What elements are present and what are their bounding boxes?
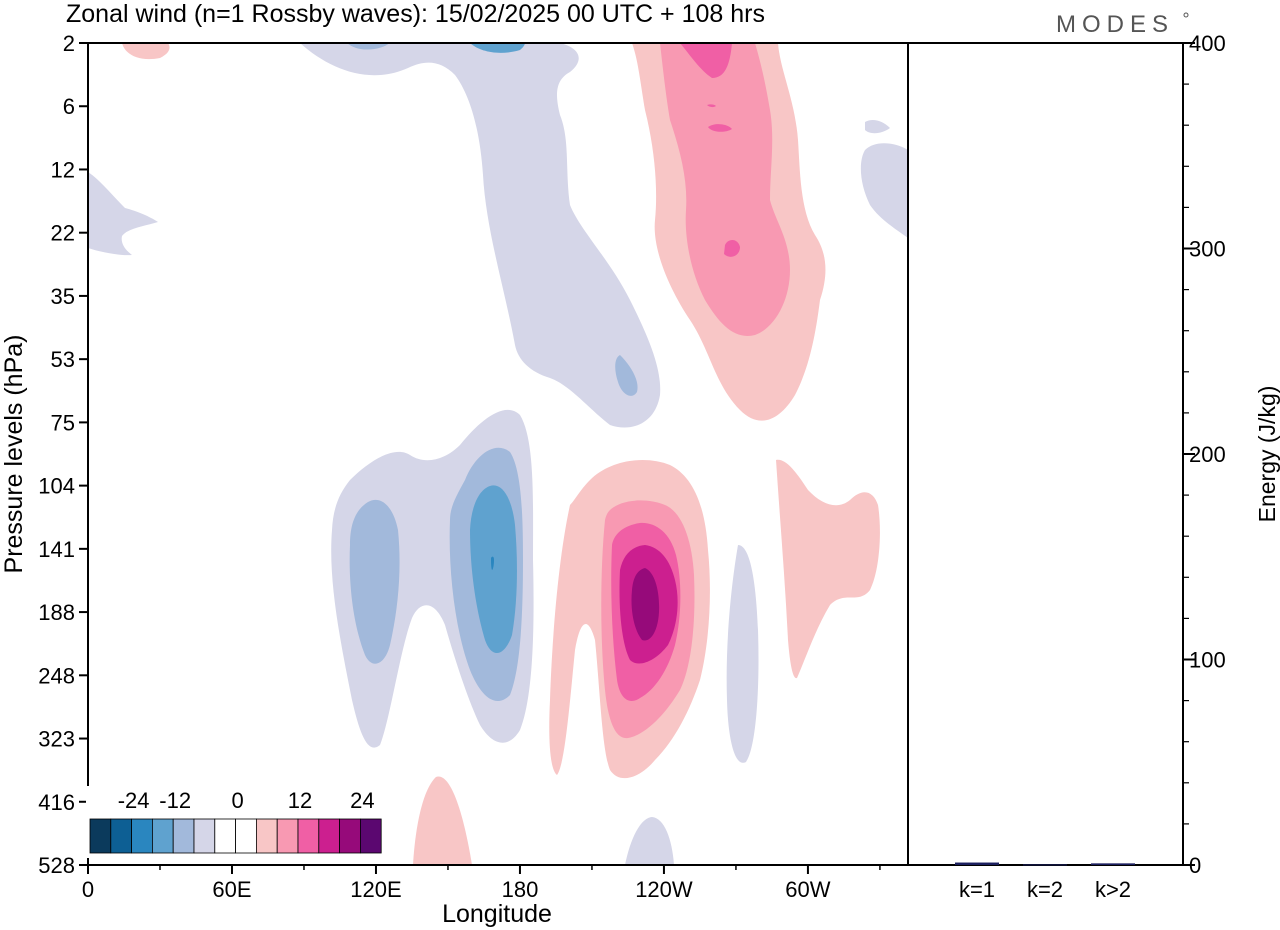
y-tick-label: 104	[38, 474, 75, 499]
colorbar-swatch	[89, 818, 112, 854]
colorbar-swatch	[214, 818, 237, 854]
contour-positive-upper-fleck3	[724, 239, 740, 257]
colorbar-swatch	[359, 818, 382, 854]
energy-bar	[1023, 864, 1067, 866]
x-axis-label: Longitude	[442, 900, 552, 928]
contour-negative-small-core	[615, 355, 638, 396]
contour-positive-upper-l3	[680, 43, 732, 78]
contour-positive-lower-l5	[631, 568, 660, 641]
y-tick-label: 248	[38, 663, 75, 688]
colorbar-label: 24	[350, 788, 374, 813]
x-tick-label: 60E	[212, 877, 251, 902]
colorbar-swatch	[151, 818, 174, 854]
x-tick-label: 120E	[350, 877, 401, 902]
colorbar-swatch	[131, 818, 153, 854]
energy-tick-label: 0	[1189, 853, 1201, 878]
energy-category-label: k>2	[1095, 877, 1131, 902]
energy-tick-label: 400	[1189, 31, 1226, 56]
contour-negative-right-edge	[860, 143, 908, 238]
colorbar-swatch	[172, 818, 195, 854]
energy-bar	[1091, 863, 1135, 865]
y-tick-label: 22	[51, 221, 75, 246]
contour-negative-lower-l3	[470, 485, 517, 654]
y-tick-label: 323	[38, 727, 75, 752]
energy-axis: 0 100 200 300 400	[1183, 31, 1226, 878]
y-tick-label: 416	[38, 790, 75, 815]
colorbar-label: 0	[231, 788, 243, 813]
colorbar-swatch	[276, 818, 299, 854]
energy-tick-label: 300	[1189, 237, 1226, 262]
contour-negative-bottom	[625, 817, 674, 865]
colorbar-label: -24	[118, 788, 150, 813]
y-tick-label: 53	[51, 347, 75, 372]
contour-negative-lower-l4	[491, 556, 494, 570]
y-axis-label: Pressure levels (hPa)	[0, 335, 28, 574]
y-tick-label: 12	[51, 157, 75, 182]
colorbar-label: 12	[288, 788, 312, 813]
brand-mark	[1183, 12, 1189, 18]
y-axis-ticks: 2 6 12 22 35 53 75 104 141 188 248 323 416 528	[38, 31, 88, 878]
colorbar-swatch	[235, 818, 257, 854]
contour-negative-upper-core	[470, 43, 525, 53]
y-tick-label: 188	[38, 600, 75, 625]
colorbar-label: -12	[159, 788, 191, 813]
contour-negative-left-edge	[88, 172, 158, 256]
energy-tick-label: 100	[1189, 648, 1226, 673]
brand-logo: MODES	[1056, 11, 1174, 38]
contour-positive-lower-east	[776, 459, 880, 679]
colorbar-swatch	[255, 818, 278, 854]
contour-positive-upper-fleck2	[707, 104, 716, 108]
contour-positive-top-left	[122, 43, 170, 60]
contour-negative-lower-sliver	[726, 545, 759, 763]
colorbar-swatch	[318, 818, 340, 854]
contour-negative-lower-l2-west	[349, 499, 400, 664]
colorbar-swatch	[193, 818, 216, 854]
contour-negative-upper-tail	[347, 43, 390, 50]
energy-bars: k=1 k=2 k>2	[955, 862, 1135, 902]
contour-positive-upper-l2	[660, 43, 790, 336]
y-tick-label: 2	[63, 31, 75, 56]
contour-negative-upper	[300, 43, 661, 428]
y-tick-label: 141	[38, 537, 75, 562]
energy-axis-label: Energy (J/kg)	[1254, 386, 1280, 523]
energy-category-label: k=2	[1027, 877, 1063, 902]
x-tick-label: 120W	[635, 877, 693, 902]
y-tick-label: 6	[63, 94, 75, 119]
y-tick-label: 75	[51, 410, 75, 435]
colorbar-swatch	[297, 818, 320, 854]
colorbar-swatch	[339, 818, 361, 854]
contour-field	[88, 43, 908, 865]
y-tick-label: 528	[38, 853, 75, 878]
chart-title: Zonal wind (n=1 Rossby waves): 15/02/202…	[66, 0, 765, 28]
energy-tick-label: 200	[1189, 442, 1226, 467]
y-tick-label: 35	[51, 284, 75, 309]
contour-positive-upper-fleck1	[708, 124, 732, 132]
energy-bar	[955, 862, 999, 865]
contour-positive-bottom	[413, 776, 472, 865]
energy-category-label: k=1	[959, 877, 995, 902]
x-tick-label: 60W	[785, 877, 830, 902]
x-tick-label: 0	[82, 877, 94, 902]
x-axis-ticks: 0 60E 120E 180 120W 60W	[82, 865, 881, 902]
contour-negative-right-fleck	[865, 120, 890, 134]
colorbar-legend: -24 -12 0 12 24	[86, 786, 384, 858]
x-tick-label: 180	[502, 877, 539, 902]
colorbar-swatch	[110, 818, 133, 854]
